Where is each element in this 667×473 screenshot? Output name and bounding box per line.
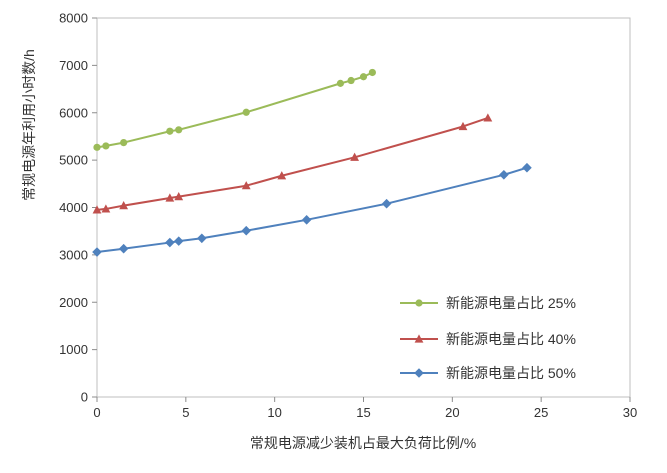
diamond-marker: [381, 198, 392, 209]
x-tick-label: 10: [267, 405, 281, 420]
circle-marker: [175, 126, 183, 134]
y-tick-label: 2000: [59, 295, 88, 310]
diamond-marker: [241, 225, 252, 236]
triangle-marker: [165, 193, 175, 202]
diamond-marker: [165, 237, 175, 248]
diamond-marker: [522, 162, 532, 173]
plot-area: 0 1000 2000 3000 4000 5000 6000 7000 8000 0 5 10 15 2…: [59, 11, 637, 421]
circle-marker: [166, 127, 174, 135]
series-line: [96, 117, 489, 211]
series-line: [96, 71, 373, 149]
y-tick-label: 3000: [59, 247, 88, 262]
x-tick-label: 25: [534, 405, 548, 420]
legend-label: 新能源电量占比 25%: [446, 295, 576, 311]
triangle-marker: [101, 204, 111, 213]
circle-marker: [242, 108, 250, 116]
series-2: [92, 113, 493, 214]
triangle-marker: [414, 334, 424, 343]
triangle-marker: [241, 181, 251, 190]
y-tick-label: 6000: [59, 105, 88, 120]
y-tick-label: 1000: [59, 342, 88, 357]
legend-label: 新能源电量占比 50%: [446, 365, 576, 381]
x-tick-label: 0: [93, 405, 100, 420]
diamond-marker: [118, 243, 129, 254]
legend-label: 新能源电量占比 40%: [446, 331, 576, 347]
diamond-marker: [301, 215, 312, 225]
circle-marker: [347, 76, 355, 85]
triangle-marker: [483, 113, 493, 122]
circle-marker: [336, 79, 345, 87]
triangle-marker: [458, 121, 468, 131]
diamond-marker: [414, 368, 424, 378]
x-tick-label: 5: [182, 405, 189, 420]
x-tick-label: 30: [623, 405, 637, 420]
diamond-marker: [197, 233, 207, 244]
y-axis-title: 常规电源年利用小时数/h: [21, 49, 37, 201]
triangle-marker: [277, 171, 287, 180]
x-tick-label: 15: [356, 405, 370, 420]
legend-item: 新能源电量占比 25%: [400, 295, 576, 311]
x-tick-label: 20: [445, 405, 459, 420]
y-tick-label: 4000: [59, 200, 88, 215]
x-axis-title: 常规电源减少装机占最大负荷比例/%: [250, 435, 476, 451]
circle-marker: [102, 142, 110, 150]
series-1: [93, 68, 376, 151]
triangle-marker: [92, 205, 102, 214]
y-tick-label: 8000: [59, 11, 88, 26]
series-line: [96, 166, 528, 254]
legend-item: 新能源电量占比 40%: [400, 331, 576, 347]
circle-marker: [368, 68, 376, 77]
triangle-marker: [119, 201, 129, 210]
triangle-marker: [174, 192, 184, 201]
series-3: [92, 162, 532, 257]
circle-marker: [120, 138, 128, 147]
y-tick-label: 0: [81, 390, 88, 405]
circle-marker: [359, 73, 368, 81]
circle-marker: [93, 143, 101, 151]
triangle-marker: [350, 152, 360, 161]
diamond-marker: [173, 236, 184, 246]
diamond-marker: [92, 247, 102, 257]
y-tick-label: 5000: [59, 153, 88, 168]
y-tick-label: 7000: [59, 58, 88, 73]
diamond-marker: [499, 170, 509, 180]
legend-item: 新能源电量占比 50%: [400, 365, 576, 381]
circle-marker: [415, 299, 423, 307]
